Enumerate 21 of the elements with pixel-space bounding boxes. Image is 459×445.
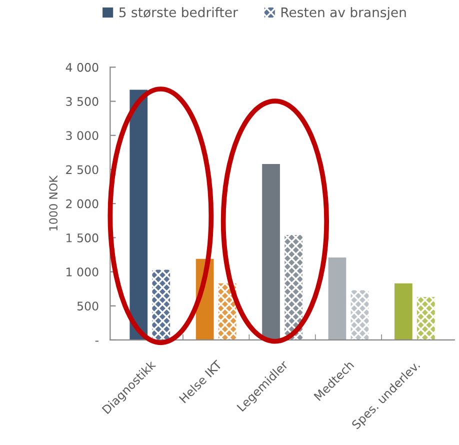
y-tick-label: - (95, 340, 98, 342)
y-tick-label: 3 000 (66, 131, 98, 140)
y-tick-label: 500 (77, 302, 98, 311)
y-tick-label: 1 000 (66, 268, 98, 276)
bar (394, 283, 412, 340)
bar (350, 290, 369, 340)
y-tick-label: 3 500 (66, 97, 98, 106)
bar (130, 90, 148, 340)
y-tick-label: 2 000 (66, 199, 98, 208)
bar (284, 234, 302, 340)
bar (328, 257, 346, 340)
legend-label: 5 største bedrifter (119, 7, 238, 18)
bar (262, 164, 280, 340)
y-tick-label: 1 500 (66, 233, 98, 242)
bar (152, 270, 170, 340)
bar (417, 297, 435, 340)
y-tick-label: 4 000 (66, 62, 98, 72)
bar (218, 283, 236, 340)
y-tick-label: 2 500 (66, 165, 98, 174)
y-axis-title: 1000 NOK (49, 175, 58, 230)
legend-label: Resten av bransjen (281, 7, 406, 20)
